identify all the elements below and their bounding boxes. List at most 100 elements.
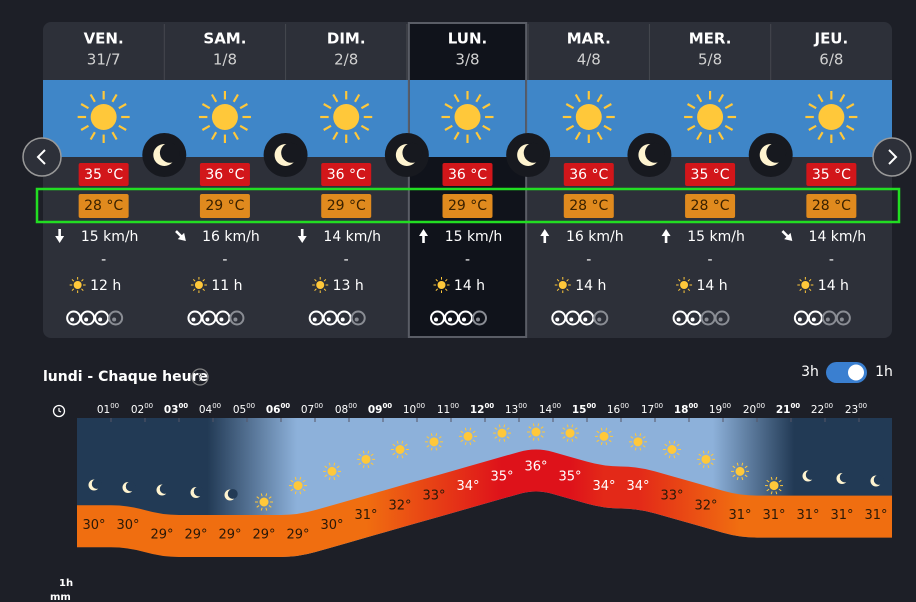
moon-shadow bbox=[159, 483, 170, 494]
sun-ray bbox=[678, 288, 681, 292]
moon-icon bbox=[517, 142, 544, 166]
min-temp-box bbox=[685, 194, 736, 218]
sun-ray bbox=[358, 462, 362, 466]
sun-ray bbox=[89, 131, 96, 141]
hour-label: 0700 bbox=[301, 402, 323, 416]
sun-ray bbox=[528, 435, 532, 438]
sun-ray bbox=[687, 278, 691, 282]
sun-ray bbox=[323, 278, 327, 282]
sun-ray bbox=[741, 462, 744, 466]
sun-ray bbox=[336, 474, 340, 478]
max-temp: 36 °C bbox=[327, 167, 366, 183]
sun-ray bbox=[71, 288, 75, 292]
prev-button[interactable] bbox=[22, 137, 62, 177]
sun-ray bbox=[482, 103, 491, 110]
sun-disc bbox=[769, 481, 779, 491]
minutes: 00 bbox=[178, 402, 188, 410]
day-column: DIM. 2/8 36 °C 29 °C 14 km/h - 13 h bbox=[285, 24, 381, 326]
sun-ray bbox=[717, 131, 725, 141]
sun-ray bbox=[435, 288, 439, 292]
sun-ray bbox=[574, 427, 578, 430]
sun-ray bbox=[314, 278, 317, 282]
sun-ray bbox=[430, 433, 433, 437]
toggle-3h[interactable]: 3h bbox=[801, 364, 819, 380]
quality-icon bbox=[714, 310, 730, 326]
sun-disc bbox=[497, 428, 507, 438]
wind-arrow bbox=[55, 229, 65, 243]
day-name: MAR. bbox=[567, 30, 611, 48]
min-temp-box bbox=[442, 194, 493, 218]
max-temp: 35 °C bbox=[84, 167, 123, 183]
min-temp: 29 °C bbox=[205, 198, 244, 214]
sun-ray bbox=[778, 479, 782, 483]
hour-label: 1500 bbox=[572, 402, 596, 416]
quality-dot bbox=[718, 317, 723, 322]
sun-ray bbox=[438, 436, 442, 439]
sun-icon bbox=[676, 277, 693, 293]
quality-dot bbox=[354, 317, 359, 322]
quality-dot bbox=[448, 317, 452, 322]
sun-ray bbox=[687, 124, 696, 131]
rain: - bbox=[101, 252, 106, 268]
rain-hour: 1h bbox=[59, 578, 73, 589]
sun-ray bbox=[210, 93, 218, 103]
sun-ray bbox=[574, 436, 578, 439]
hour-label: 0400 bbox=[199, 402, 221, 416]
sun-ray bbox=[81, 278, 84, 282]
min-temp: 28 °C bbox=[691, 198, 730, 214]
sun-disc bbox=[531, 427, 541, 437]
sun-ray bbox=[323, 288, 327, 292]
sun-ray bbox=[81, 288, 84, 292]
sun-ray bbox=[354, 93, 361, 103]
minutes: 00 bbox=[382, 402, 392, 410]
sun-ray bbox=[232, 131, 239, 141]
quality-dot bbox=[434, 317, 438, 322]
min-temp: 28 °C bbox=[84, 198, 123, 214]
quality-dot bbox=[811, 317, 816, 322]
sun-ray bbox=[260, 507, 263, 511]
minutes: 00 bbox=[756, 402, 765, 410]
sun-ray bbox=[435, 447, 438, 451]
moon-icon bbox=[870, 474, 884, 487]
hour-label: 2100 bbox=[776, 402, 800, 416]
sun-disc bbox=[73, 281, 82, 289]
sun-ray bbox=[336, 465, 340, 469]
moon-shadow bbox=[125, 481, 136, 492]
sun-ray bbox=[741, 476, 744, 481]
minutes: 00 bbox=[212, 402, 221, 410]
sun-ray bbox=[494, 427, 498, 430]
sun-icon bbox=[391, 440, 409, 459]
day-date: 5/8 bbox=[698, 51, 722, 69]
sun-disc bbox=[395, 445, 405, 454]
sun-ray bbox=[506, 427, 510, 430]
sun-ray bbox=[710, 462, 714, 466]
toggle-1h[interactable]: 1h bbox=[875, 364, 893, 380]
sun-ray bbox=[605, 427, 608, 431]
sun-disc bbox=[697, 104, 724, 130]
sun-ray bbox=[370, 453, 374, 457]
day-name: VEN. bbox=[84, 30, 124, 48]
sun-icon bbox=[493, 424, 511, 442]
quality-icon bbox=[350, 310, 366, 326]
sun-disc bbox=[437, 281, 446, 289]
hour: 02 bbox=[131, 404, 144, 416]
quality-dot bbox=[839, 317, 844, 322]
sun-ray bbox=[565, 103, 575, 110]
sun-ray bbox=[475, 131, 482, 141]
sun-ray bbox=[566, 438, 569, 442]
sun-ray bbox=[676, 443, 680, 447]
sun-ray bbox=[404, 452, 408, 456]
day-column: MER. 5/8 35 °C 28 °C 15 km/h - 14 h bbox=[648, 24, 745, 326]
minutes: 00 bbox=[586, 402, 596, 410]
sun-icon bbox=[441, 91, 494, 143]
sun-icon bbox=[805, 91, 858, 143]
hour-temp: 29° bbox=[218, 528, 241, 543]
next-button[interactable] bbox=[872, 137, 912, 177]
wind-arrow bbox=[540, 229, 550, 243]
sun-ray bbox=[846, 103, 855, 110]
wind-arrow bbox=[297, 229, 307, 243]
sun-icon bbox=[554, 277, 571, 293]
sun-ray bbox=[472, 430, 476, 434]
hour: 20 bbox=[743, 404, 756, 416]
help-icon[interactable]: ? bbox=[191, 368, 209, 386]
